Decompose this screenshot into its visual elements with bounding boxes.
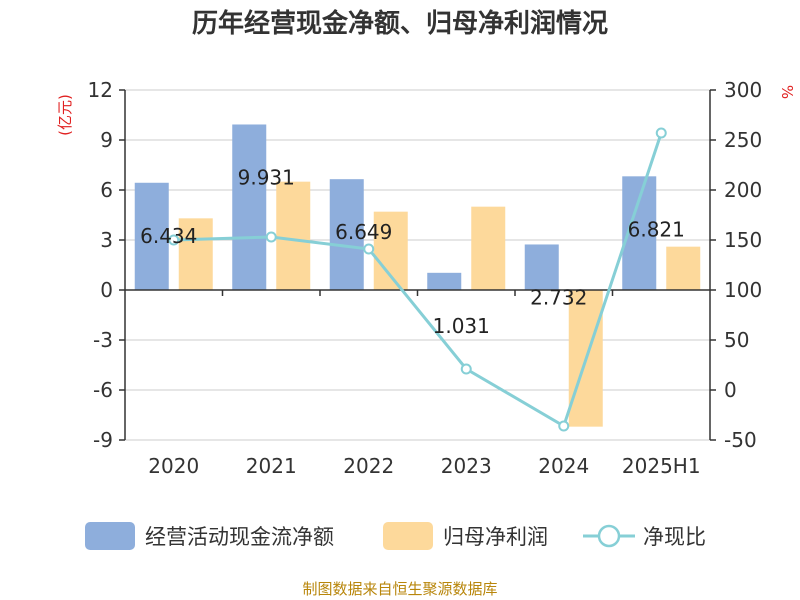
net-profit-bar — [666, 246, 701, 290]
x-tick-label: 2023 — [441, 454, 492, 478]
left-tick-label: 12 — [88, 78, 113, 102]
x-tick-label: 2020 — [148, 454, 199, 478]
left-tick-label: 9 — [100, 128, 113, 152]
ratio-line — [168, 127, 667, 432]
chart-title: 历年经营现金净额、归母净利润情况 — [192, 8, 608, 39]
cash-flow-bar — [524, 244, 559, 290]
cash-flow-bar — [134, 182, 169, 290]
ratio-point — [168, 234, 180, 246]
right-axis-unit: % — [778, 85, 796, 99]
ratio-point — [558, 420, 570, 432]
right-tick-label: 0 — [724, 378, 737, 402]
x-tick-label: 2024 — [538, 454, 589, 478]
legend-swatch-net-profit — [383, 522, 433, 550]
cash-flow-bar — [427, 272, 462, 290]
ratio-polyline — [173, 132, 663, 429]
left-tick-label: -9 — [93, 428, 113, 452]
right-tick-label: 200 — [724, 178, 762, 202]
net-profit-bar — [471, 206, 506, 290]
net-profit-bar — [276, 181, 311, 290]
bars — [134, 124, 701, 427]
cash-flow-label: 2.732 — [530, 285, 587, 309]
net-profit-bar — [178, 218, 213, 290]
axes: 12 9 6 3 0 -3 -6 -9 300 250 200 150 100 50 0 -50 2020 202… — [88, 78, 763, 478]
legend-label-net-profit: 归母净利润 — [443, 525, 548, 549]
left-tick-label: -6 — [93, 378, 113, 402]
left-tick-label: 3 — [100, 228, 113, 252]
cash-flow-label: 6.821 — [628, 217, 685, 241]
ratio-point — [460, 363, 472, 375]
cash-flow-bar — [232, 124, 267, 290]
right-tick-label: 300 — [724, 78, 762, 102]
legend-label-ratio: 净现比 — [643, 525, 706, 549]
cash-flow-label: 1.031 — [433, 314, 490, 338]
legend: 经营活动现金流净额 归母净利润 净现比 — [85, 522, 706, 550]
ratio-point — [363, 243, 375, 255]
ratio-point — [655, 127, 667, 139]
ratio-point — [265, 231, 277, 243]
left-tick-label: 0 — [100, 278, 113, 302]
source-text: 制图数据来自恒生聚源数据库 — [302, 580, 497, 598]
legend-marker-ratio — [597, 524, 621, 548]
legend-label-cash-flow: 经营活动现金流净额 — [145, 525, 334, 549]
x-tick-label: 2021 — [246, 454, 297, 478]
left-axis-unit: (亿元) — [56, 94, 74, 136]
data-labels: 6.434 9.931 6.649 1.031 2.732 6.821 — [140, 165, 685, 337]
x-tick-label: 2025H1 — [622, 454, 701, 478]
cash-flow-label: 6.649 — [335, 220, 392, 244]
left-tick-label: -3 — [93, 328, 113, 352]
cash-flow-bar — [329, 179, 364, 290]
cash-flow-label: 9.931 — [238, 165, 295, 189]
right-tick-label: -50 — [724, 428, 757, 452]
left-tick-label: 6 — [100, 178, 113, 202]
right-tick-label: 50 — [724, 328, 749, 352]
legend-swatch-cash-flow — [85, 522, 135, 550]
right-tick-label: 250 — [724, 128, 762, 152]
cash-flow-label: 6.434 — [140, 224, 197, 248]
x-tick-label: 2022 — [343, 454, 394, 478]
right-tick-label: 100 — [724, 278, 762, 302]
right-tick-label: 150 — [724, 228, 762, 252]
